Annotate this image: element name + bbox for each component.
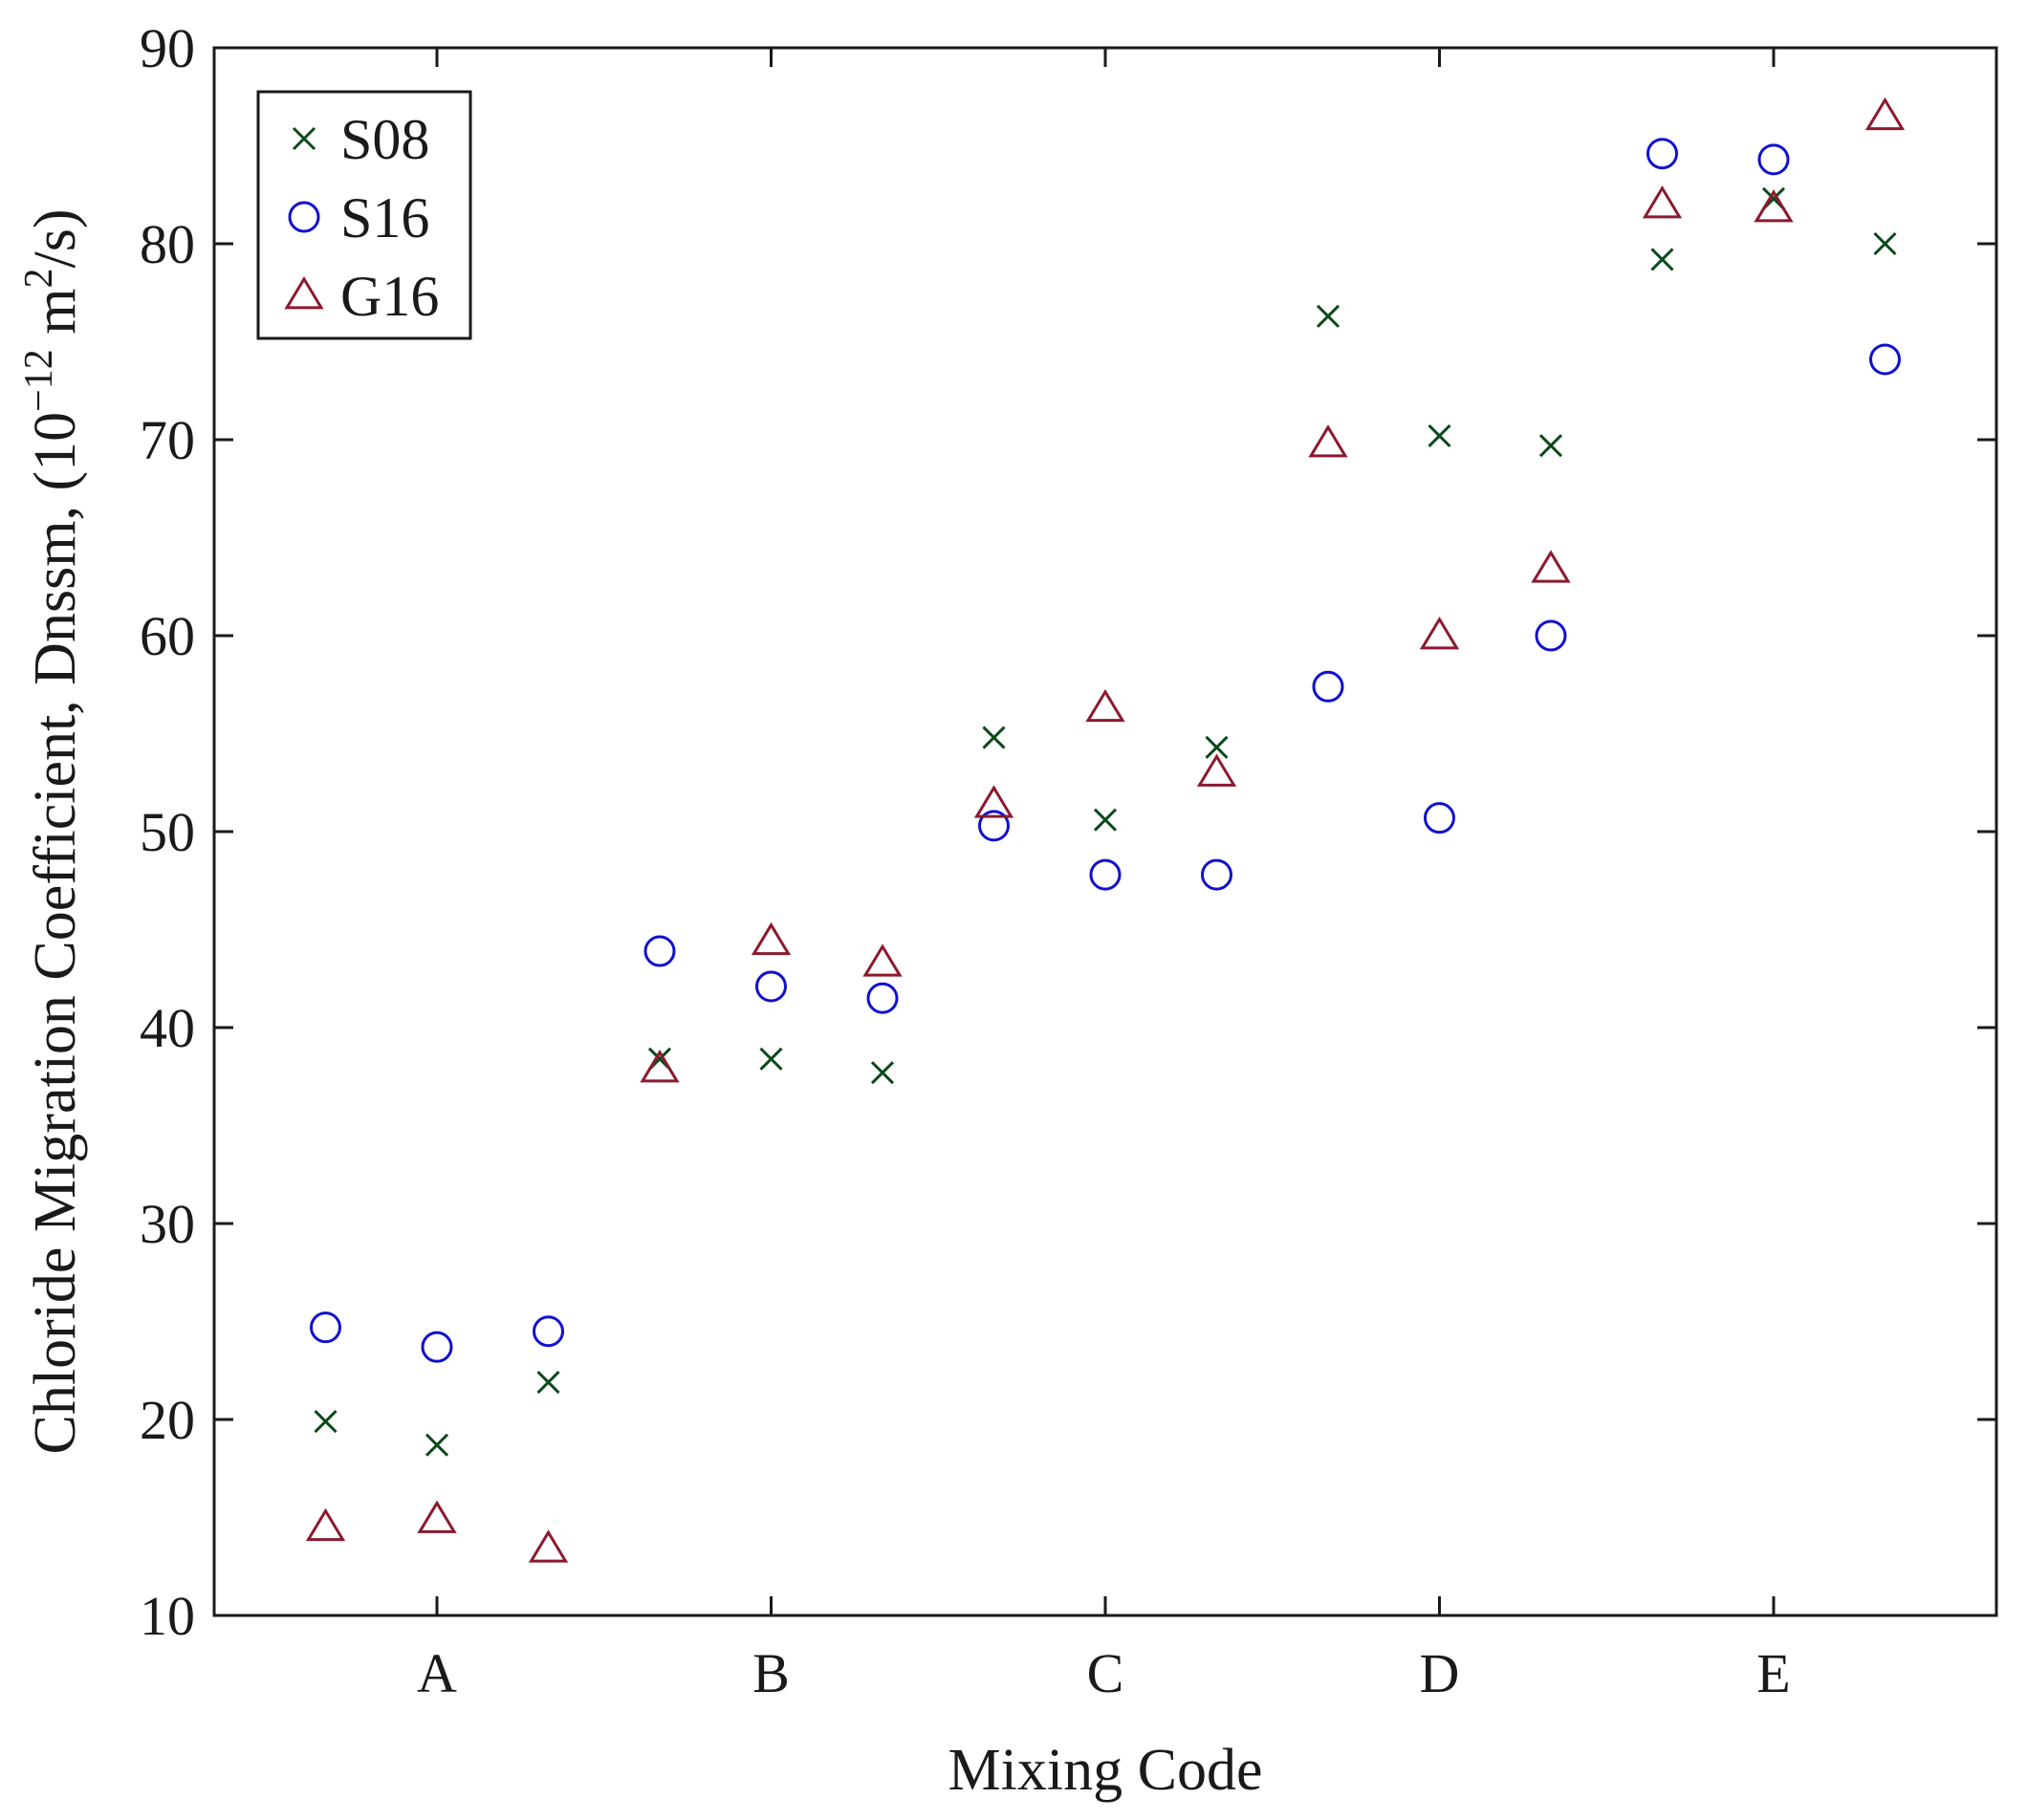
point-g16 [973,785,1014,818]
point-g16 [1754,189,1794,223]
y-tick-label: 20 [140,1389,195,1451]
point-s16 [421,1331,453,1363]
y-axis-label-mid: m [23,288,88,349]
legend-item-g16: G16 [284,265,439,328]
point-g16 [862,943,903,977]
point-s16 [1089,858,1122,891]
point-s08 [1538,434,1563,458]
point-g16 [528,1529,569,1563]
x-axis-label: Mixing Code [948,1738,1263,1803]
y-tick-label: 90 [140,17,195,79]
y-axis-label-exp1: −12 [17,349,61,412]
series-g16 [305,97,1906,1563]
point-s16 [1312,670,1344,703]
y-axis-label-suffix: /s) [23,208,88,268]
point-g16 [1308,424,1348,458]
point-s16 [978,810,1010,842]
point-s16 [1869,343,1901,376]
point-s16 [1424,802,1455,834]
point-s16 [643,935,676,967]
point-s08 [1205,735,1229,759]
point-g16 [1085,688,1125,723]
y-tick-label: 50 [140,801,195,863]
point-s08 [314,1409,338,1434]
point-g16 [1419,616,1460,650]
data-marks [305,97,1906,1563]
y-tick-label: 30 [140,1193,195,1255]
point-s08 [870,1061,895,1085]
point-s16 [1646,138,1678,170]
point-s08 [982,726,1006,749]
legend-marker-g16 [284,275,324,310]
axis-ticks: 10 20 30 40 50 60 70 80 90 A B C D E [140,17,1996,1704]
y-tick-label: 40 [140,997,195,1059]
point-s16 [533,1315,564,1348]
point-s08 [1093,808,1118,832]
point-s16 [310,1311,341,1344]
point-s16 [755,970,787,1003]
legend: S08 S16 G16 [256,90,472,340]
y-tick-label: 80 [140,213,195,275]
x-tick-label: C [1087,1642,1124,1704]
y-tick-label: 70 [140,409,195,471]
point-g16 [1642,184,1683,219]
point-g16 [417,1500,457,1533]
y-axis-label: Chloride Migration Coefficient, Dnssm, (… [17,208,88,1454]
point-s08 [1873,231,1897,256]
point-s08 [1316,304,1340,328]
series-s16 [310,138,1901,1363]
point-g16 [1531,550,1571,583]
point-g16 [751,921,792,956]
y-axis-label-exp2: 2 [17,268,61,288]
point-s16 [866,982,899,1014]
y-axis-label-prefix: Chloride Migration Coefficient, Dnssm, (… [23,412,88,1455]
legend-marker-s16 [288,201,320,233]
x-tick-label: D [1420,1642,1460,1704]
legend-marker-s08 [292,126,316,151]
plot-area [212,46,1998,1617]
point-s08 [536,1370,560,1395]
point-s08 [1428,423,1451,447]
x-tick-label: B [752,1642,790,1704]
legend-items: S08 S16 G16 [284,108,439,328]
x-tick-label: E [1756,1642,1790,1704]
point-g16 [1196,753,1237,787]
legend-label: S08 [340,108,429,171]
y-tick-label: 10 [140,1585,195,1647]
point-s16 [1201,858,1232,891]
point-g16 [640,1050,680,1083]
point-s16 [1535,619,1567,652]
point-g16 [1864,97,1906,131]
legend-item-s08: S08 [292,108,429,171]
y-tick-label: 60 [140,605,195,667]
point-s16 [1757,143,1790,176]
point-s08 [1650,248,1674,271]
point-g16 [305,1507,346,1542]
point-s08 [759,1047,783,1071]
legend-label: G16 [340,265,439,328]
point-s08 [425,1433,449,1457]
x-tick-label: A [417,1642,457,1704]
legend-label: S16 [340,186,429,249]
legend-item-s16: S16 [288,186,429,249]
